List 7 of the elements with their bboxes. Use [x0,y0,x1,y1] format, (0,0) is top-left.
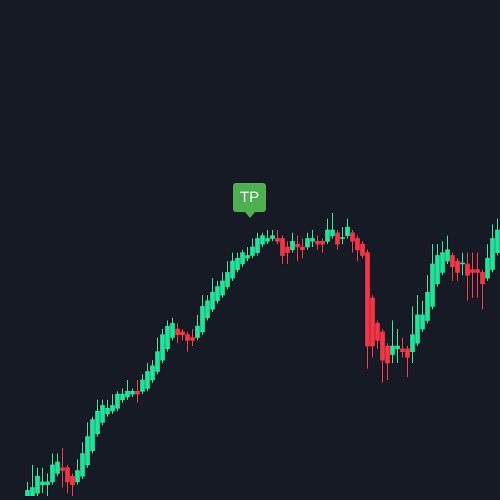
candlestick [345,218,350,239]
candlestick [135,379,140,404]
candlestick [335,229,340,250]
candlestick [340,226,345,245]
text: TP [240,189,260,206]
candlestick [460,252,465,276]
candlestick [290,232,295,254]
